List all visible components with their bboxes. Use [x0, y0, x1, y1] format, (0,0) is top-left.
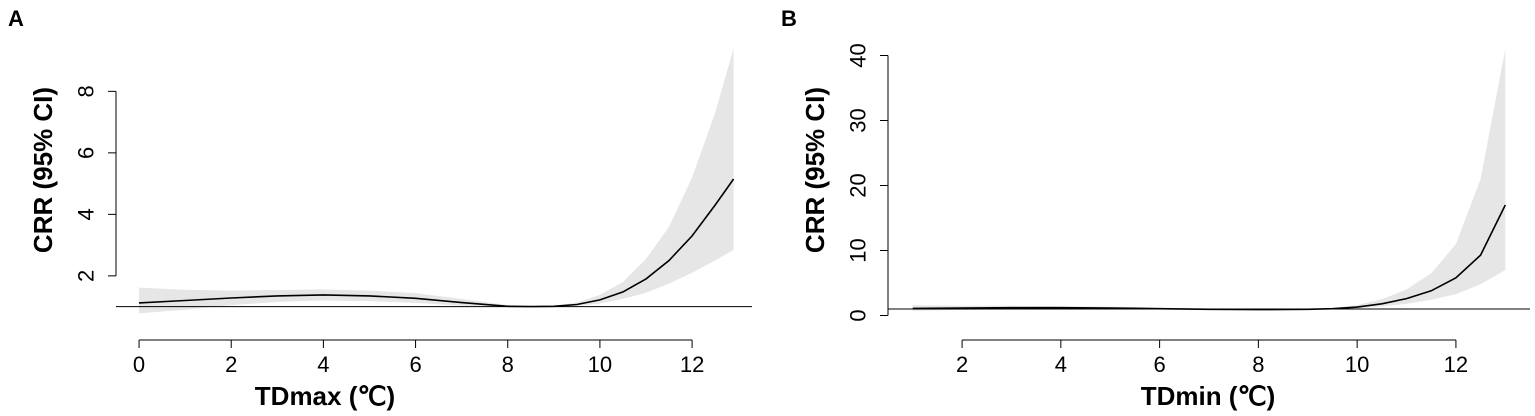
panel-a-x-axis-title: TDmax (℃): [255, 381, 395, 411]
panel-b: B 2 4 6 8 10 12 0 10 20 30 40 TDmin (℃) CRR (95% …: [781, 6, 1530, 411]
panel-b-y-tick-label: 40: [846, 43, 871, 67]
panel-b-letter: B: [781, 6, 797, 31]
panel-a-y-tick-label: 8: [74, 85, 99, 97]
panel-a-x-tick-label: 2: [225, 352, 237, 377]
panel-b-y-tick-label: 30: [846, 108, 871, 132]
panel-a-y-ticks: 2 4 6 8: [74, 85, 116, 282]
panel-b-x-tick-label: 8: [1252, 352, 1264, 377]
panel-b-x-tick-label: 10: [1345, 352, 1369, 377]
panel-a-x-tick-label: 10: [588, 352, 612, 377]
panel-a-x-tick-label: 8: [502, 352, 514, 377]
panel-a-estimate-line: [138, 178, 735, 308]
panel-a-y-tick-label: 2: [74, 270, 99, 282]
panel-a-y-tick-label: 4: [74, 208, 99, 220]
panel-a: A 0 2 4 6 8 10 12 2 4 6 8 TDmax (℃) CRR (95% CI): [8, 6, 752, 411]
panel-b-x-axis-title: TDmin (℃): [1141, 381, 1276, 411]
panel-b-ci-band: [912, 49, 1506, 311]
panel-b-x-tick-label: 4: [1055, 352, 1067, 377]
panel-b-x-tick-label: 12: [1444, 352, 1468, 377]
panel-a-ci-layer: [139, 48, 734, 314]
panel-a-y-axis-title: CRR (95% CI): [28, 87, 58, 253]
panel-b-x-ticks: 2 4 6 8 10 12: [956, 340, 1468, 377]
panel-b-estimate-line: [912, 204, 1507, 311]
panel-b-ci-layer: [912, 49, 1506, 311]
panel-a-y-tick-label: 6: [74, 147, 99, 159]
panel-a-x-tick-label: 4: [317, 352, 329, 377]
panel-b-x-tick-label: 6: [1153, 352, 1165, 377]
panel-b-y-tick-label: 10: [846, 238, 871, 262]
panel-b-y-tick-label: 20: [846, 173, 871, 197]
panel-a-estimate-layer: [138, 178, 735, 308]
panel-a-letter: A: [8, 6, 24, 31]
panel-b-y-ticks: 0 10 20 30 40: [846, 43, 888, 322]
panel-b-y-axis-title: CRR (95% CI): [800, 87, 830, 253]
panel-b-estimate-layer: [912, 204, 1507, 311]
panel-b-x-tick-label: 2: [956, 352, 968, 377]
panel-a-x-tick-label: 0: [133, 352, 145, 377]
panel-b-y-tick-label: 0: [846, 309, 871, 321]
panel-a-x-tick-label: 6: [409, 352, 421, 377]
panel-a-x-ticks: 0 2 4 6 8 10 12: [133, 340, 704, 377]
panel-a-x-tick-label: 12: [680, 352, 704, 377]
panel-a-ci-band: [139, 48, 734, 314]
